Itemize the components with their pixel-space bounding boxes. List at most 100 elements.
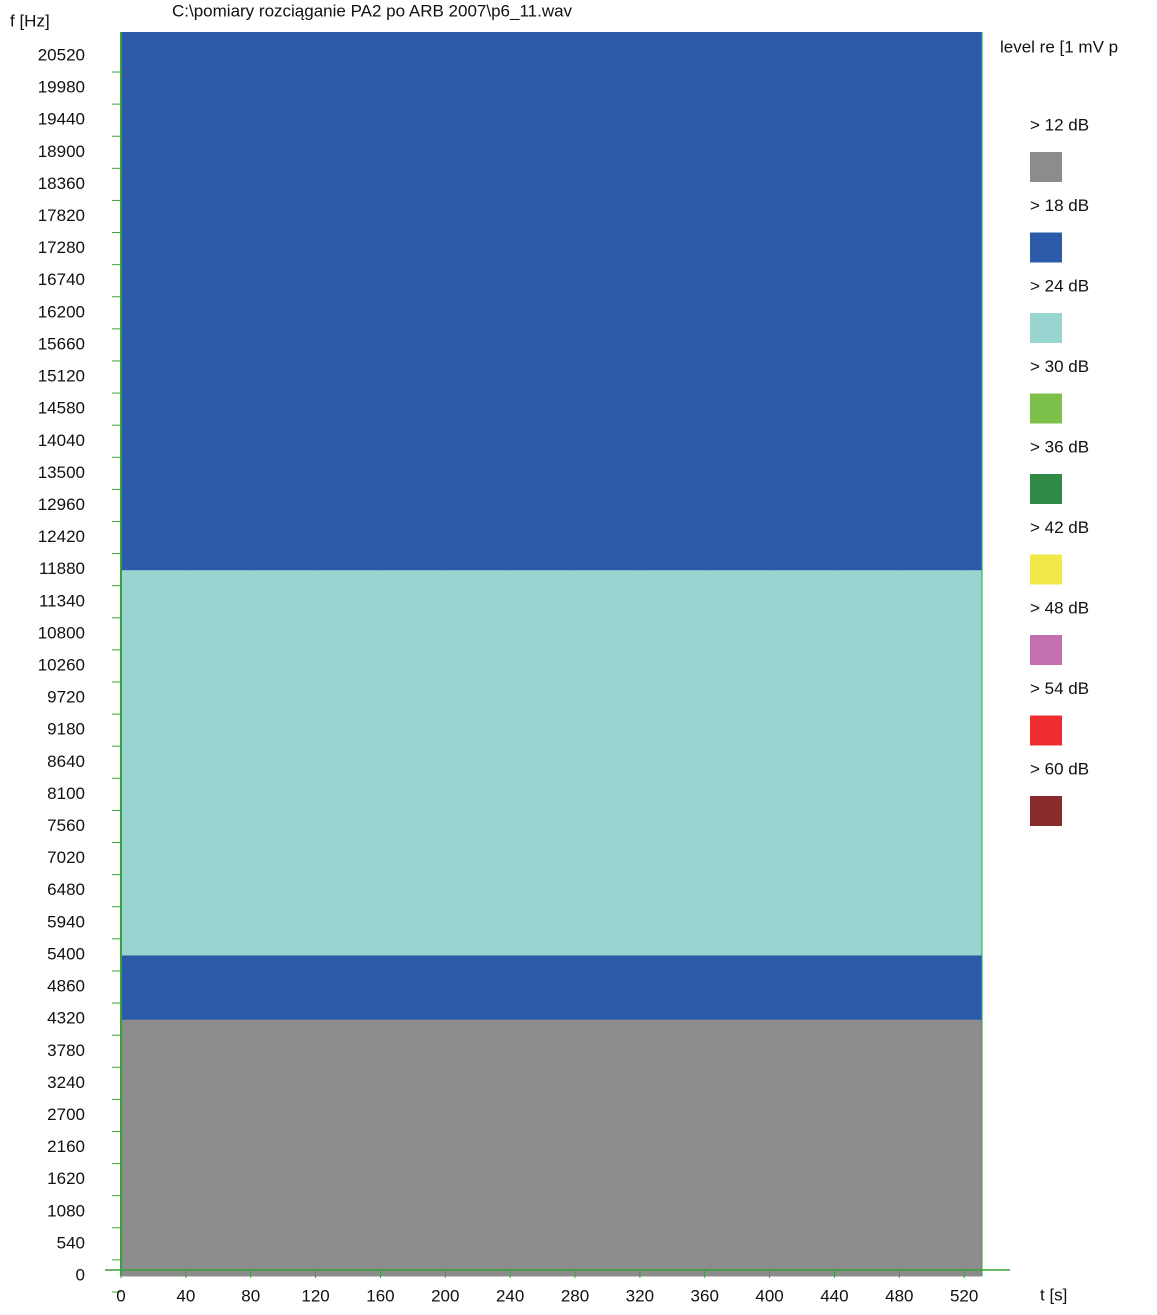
heatmap-cell <box>704 954 771 1020</box>
x-tick-label: 160 <box>366 1286 394 1305</box>
heatmap-cell <box>639 954 706 1020</box>
x-tick-label: 40 <box>176 1286 195 1305</box>
legend-swatch <box>1030 313 1062 343</box>
heatmap-cell <box>380 569 446 699</box>
heatmap-cell <box>575 1019 641 1149</box>
heatmap-cell <box>315 1147 381 1277</box>
x-tick-label: 0 <box>116 1286 125 1305</box>
legend-label: > 36 dB <box>1030 437 1089 456</box>
heatmap-cell <box>315 184 381 314</box>
heatmap-cell <box>639 826 706 956</box>
y-tick-label: 16200 <box>38 302 85 321</box>
heatmap-cell <box>185 32 252 185</box>
legend-title: level re [1 mV p <box>1000 37 1118 56</box>
heatmap-cell <box>964 1147 983 1277</box>
heatmap-cell <box>899 954 965 1020</box>
x-tick-label: 440 <box>820 1286 848 1305</box>
y-tick-label: 13500 <box>38 463 85 482</box>
y-tick-label: 7020 <box>47 848 85 867</box>
heatmap-cell <box>121 826 187 956</box>
legend-label: > 54 dB <box>1030 679 1089 698</box>
heatmap-cell <box>834 441 900 571</box>
heatmap-cell <box>250 569 317 699</box>
y-tick-label: 4860 <box>47 977 85 996</box>
heatmap-cell <box>315 826 381 956</box>
heatmap-cell <box>510 1147 576 1277</box>
heatmap-cell <box>704 32 771 185</box>
heatmap-cell <box>639 441 706 571</box>
heatmap-cell <box>121 312 187 442</box>
x-axis-label: t [s] <box>1040 1285 1067 1304</box>
heatmap-cell <box>899 312 965 442</box>
heatmap-cell <box>185 1019 252 1149</box>
heatmap-cell <box>769 698 835 828</box>
heatmap-cell <box>769 1147 835 1277</box>
heatmap-cell <box>834 184 900 314</box>
heatmap-cell <box>769 954 835 1020</box>
heatmap-cell <box>964 312 983 442</box>
heatmap-cell <box>704 312 771 442</box>
heatmap-cell <box>315 1019 381 1149</box>
x-tick-label: 240 <box>496 1286 524 1305</box>
heatmap-cell <box>899 698 965 828</box>
y-tick-label: 1620 <box>47 1169 85 1188</box>
y-tick-label: 19980 <box>38 78 85 97</box>
heatmap-cell <box>639 184 706 314</box>
heatmap-cell <box>445 184 511 314</box>
y-tick-label: 3240 <box>47 1073 85 1092</box>
heatmap-cell <box>575 1147 641 1277</box>
heatmap-cell <box>121 184 187 314</box>
legend-label: > 24 dB <box>1030 276 1089 295</box>
legend-swatch <box>1030 715 1062 746</box>
heatmap-cell <box>639 32 706 185</box>
heatmap-cell <box>899 569 965 699</box>
heatmap-cell <box>769 312 835 442</box>
heatmap-cell <box>380 32 446 185</box>
heatmap-cell <box>510 569 576 699</box>
heatmap-cell <box>445 826 511 956</box>
y-tick-label: 11880 <box>39 559 85 578</box>
heatmap-cell <box>964 569 983 699</box>
legend-label: > 60 dB <box>1030 759 1089 778</box>
heatmap-cell <box>121 954 187 1020</box>
heatmap-cell <box>250 698 317 828</box>
heatmap-cell <box>834 32 900 185</box>
heatmap-cell <box>445 569 511 699</box>
y-tick-label: 9180 <box>47 720 85 739</box>
heatmap-cell <box>185 698 252 828</box>
legend-swatch <box>1030 554 1062 585</box>
x-tick-label: 520 <box>950 1286 978 1305</box>
heatmap-cell <box>510 826 576 956</box>
heatmap-cell <box>899 1147 965 1277</box>
heatmap-cell <box>185 1147 252 1277</box>
y-tick-label: 15120 <box>38 367 85 386</box>
y-tick-label: 17280 <box>38 238 85 257</box>
heatmap-cell <box>575 826 641 956</box>
legend-swatch <box>1030 474 1062 504</box>
heatmap-cell <box>121 698 187 828</box>
heatmap-cell <box>185 954 252 1020</box>
y-tick-label: 6480 <box>47 880 85 899</box>
heatmap-cell <box>769 1019 835 1149</box>
heatmap-cell <box>704 1019 771 1149</box>
y-tick-label: 12960 <box>38 495 85 514</box>
heatmap-cell <box>899 32 965 185</box>
heatmap-cell <box>834 569 900 699</box>
heatmap-cell <box>510 32 576 185</box>
legend-label: > 18 dB <box>1030 196 1089 215</box>
heatmap-cell <box>185 184 252 314</box>
y-tick-label: 3780 <box>47 1041 85 1060</box>
legend-swatch <box>1030 232 1062 263</box>
y-tick-label: 7560 <box>47 816 85 835</box>
y-axis-label: f [Hz] <box>10 11 50 30</box>
heatmap-cell <box>964 441 983 571</box>
heatmap-cell <box>380 441 446 571</box>
heatmap-cell <box>445 1019 511 1149</box>
y-tick-label: 10800 <box>38 623 85 642</box>
heatmap-cell <box>964 954 983 1020</box>
heatmap-cell <box>510 1019 576 1149</box>
y-tick-label: 0 <box>76 1265 85 1284</box>
heatmap-cell <box>445 1147 511 1277</box>
y-tick-label: 4320 <box>47 1009 85 1028</box>
